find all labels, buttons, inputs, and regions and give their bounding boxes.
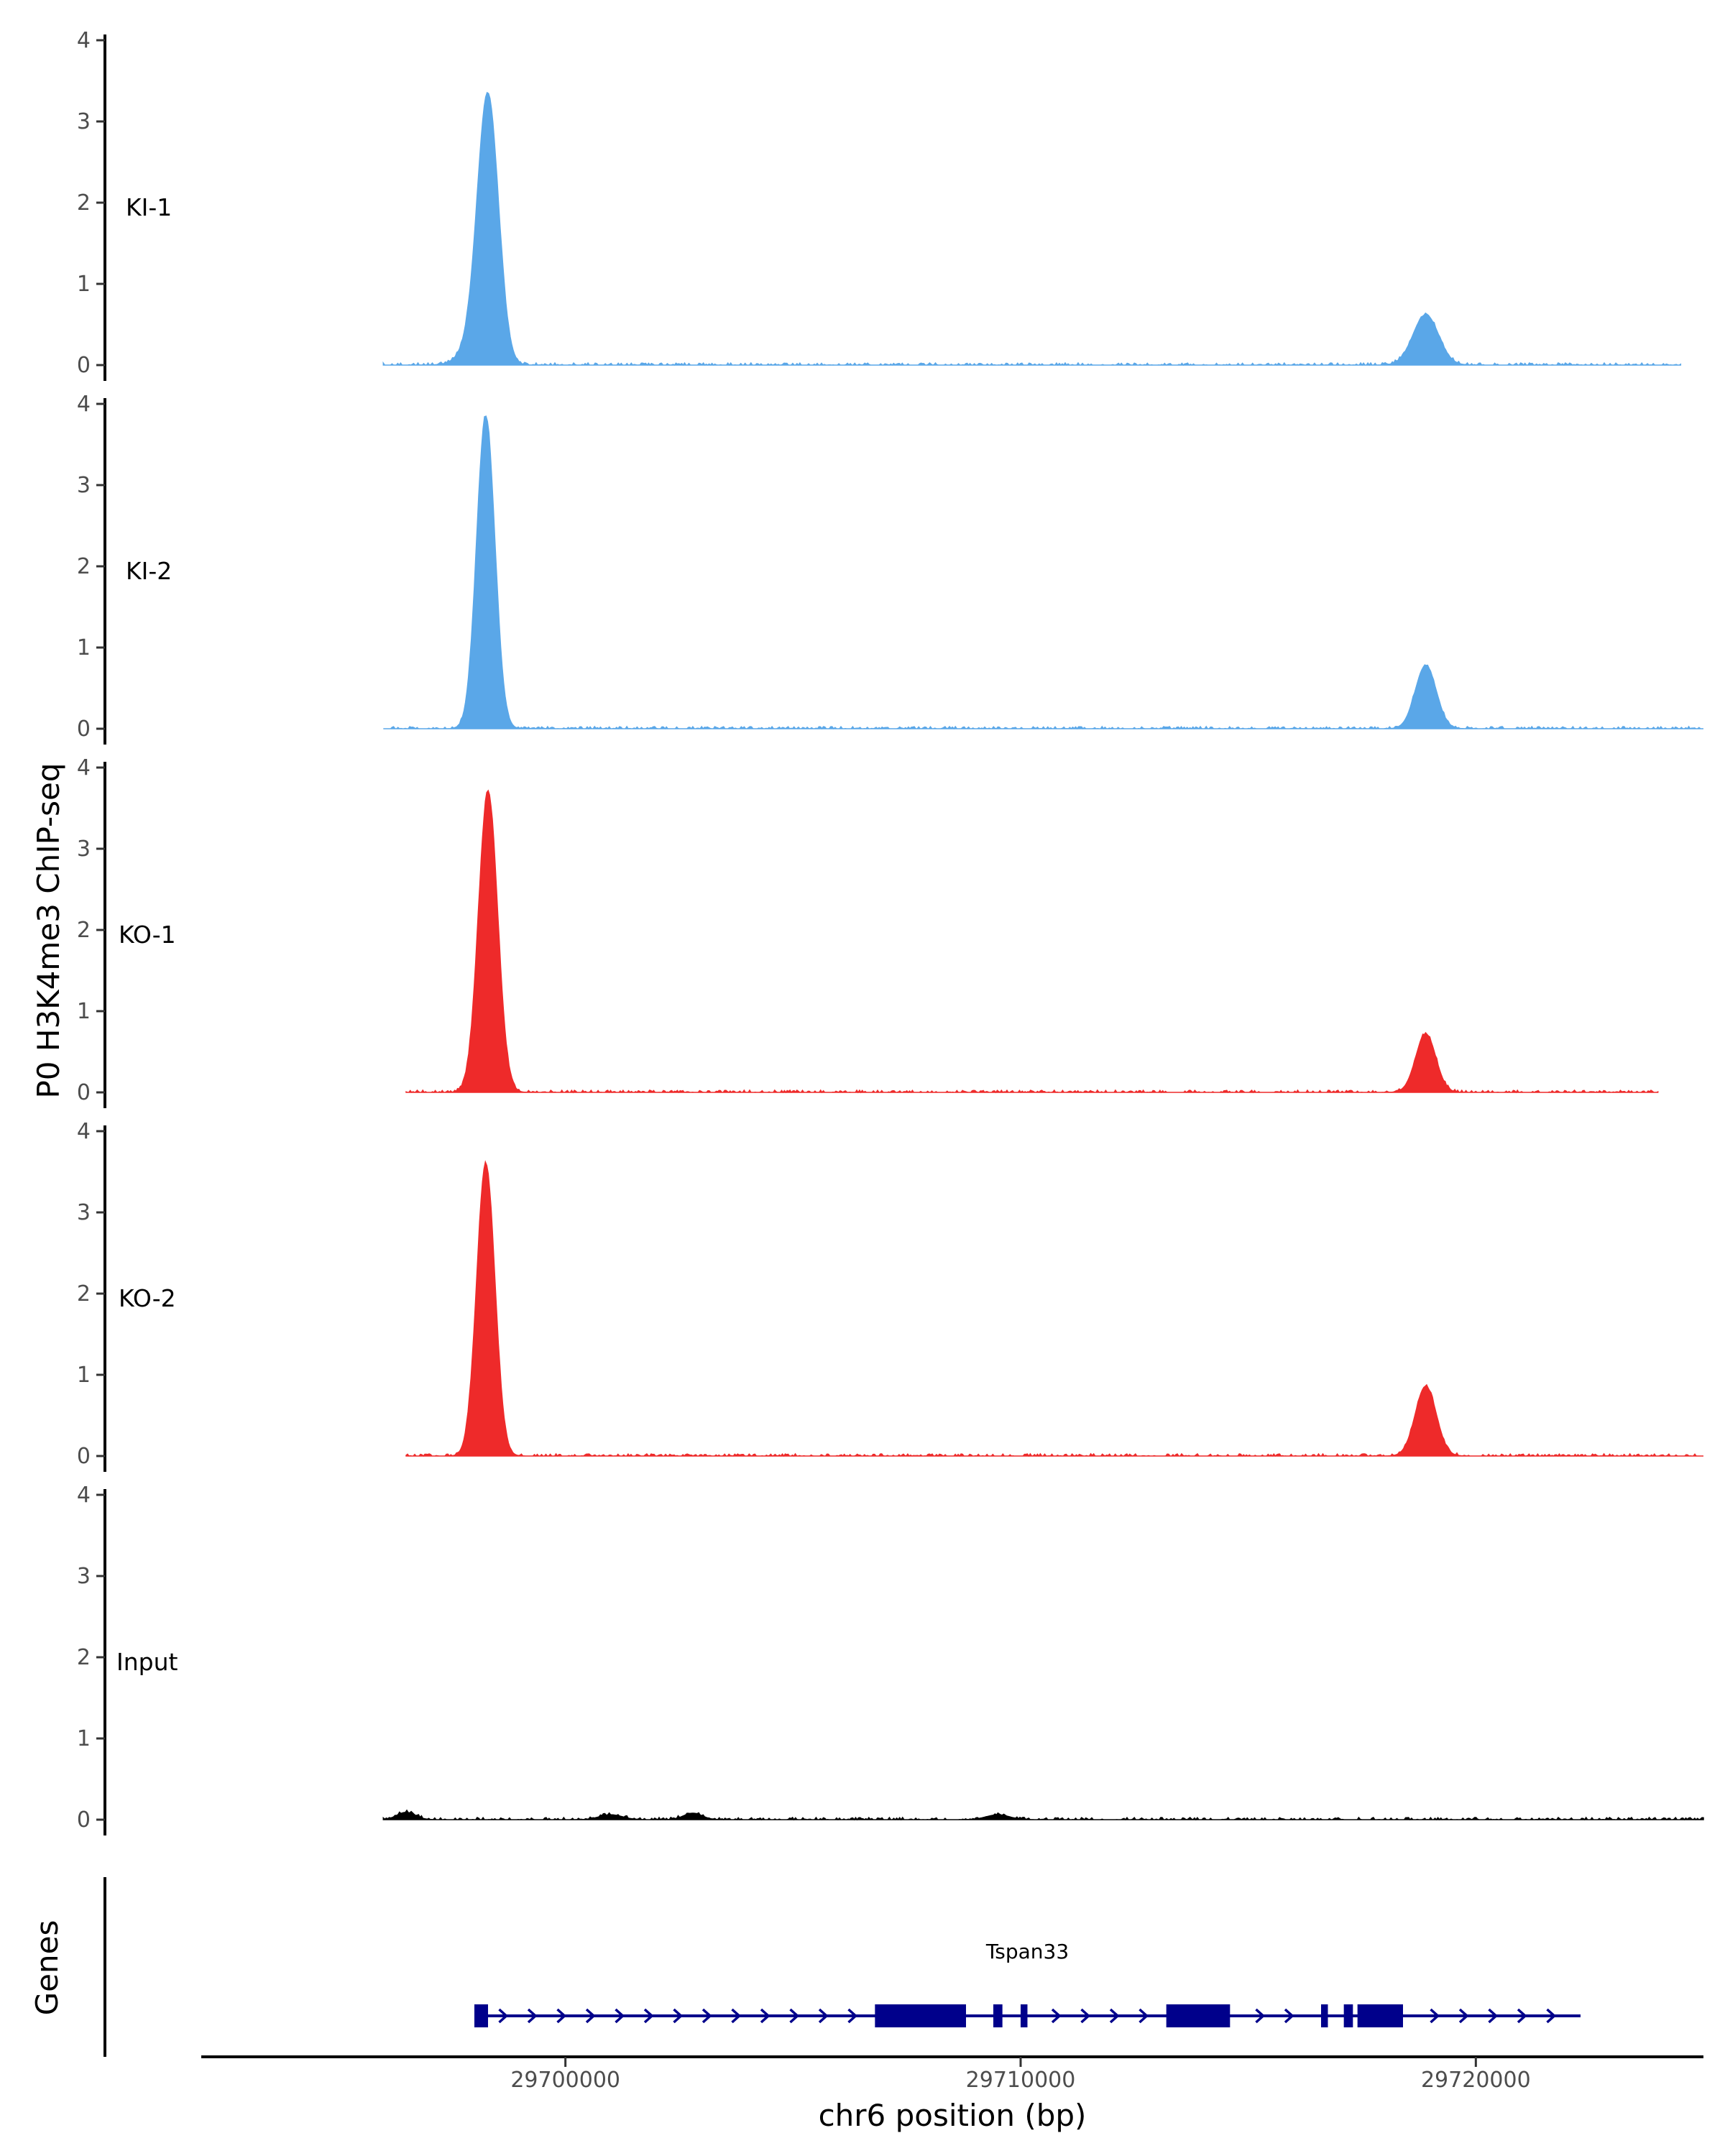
strand-arrow (847, 2008, 858, 2024)
y-tick-label: 0 (77, 353, 91, 378)
strand-arrow (1080, 2008, 1091, 2024)
x-tick-label: 29720000 (1421, 2068, 1531, 2093)
y-tick-label: 2 (77, 190, 91, 216)
y-tick-label: 1 (77, 1363, 91, 1388)
y-tick-label: 0 (77, 1080, 91, 1105)
x-axis-title: chr6 position (bp) (819, 2098, 1087, 2133)
y-tick-label: 0 (77, 1807, 91, 1833)
strand-arrow (1458, 2008, 1469, 2024)
strand-arrow (731, 2008, 742, 2024)
y-tick-label: 1 (77, 635, 91, 660)
strand-arrow (1109, 2008, 1120, 2024)
gene-exon (993, 2004, 1003, 2027)
strand-arrow (556, 2008, 567, 2024)
strand-arrow (1430, 2008, 1440, 2024)
strand-arrow (1488, 2008, 1499, 2024)
gene-panel: Tspan33 29700000 29710000 29720000 (104, 1877, 1703, 2093)
track-label: KO-1 (119, 921, 176, 949)
y-tick-label: 4 (77, 1483, 91, 1508)
y-tick-label: 4 (77, 755, 91, 780)
y-tick-label: 1 (77, 999, 91, 1024)
strand-arrow (760, 2008, 770, 2024)
strand-arrow (1284, 2008, 1294, 2024)
x-tick-label: 29700000 (510, 2068, 620, 2093)
coverage-area (405, 789, 1659, 1094)
strand-arrow (1255, 2008, 1266, 2024)
coverage-area (383, 415, 1703, 730)
y-tick-label: 2 (77, 554, 91, 579)
gene-exon (474, 2004, 488, 2027)
y-tick-label: 3 (77, 1564, 91, 1589)
strand-arrow (615, 2008, 625, 2024)
strand-arrow (673, 2008, 684, 2024)
y-tick-label: 2 (77, 1281, 91, 1307)
x-tick-label: 29710000 (966, 2068, 1076, 2093)
y-tick-label: 1 (77, 272, 91, 297)
y-tick-label: 3 (77, 837, 91, 862)
coverage-tracks: 0 1 2 3 4 KI-1 0 1 2 3 4 KI-2 0 1 2 3 4 KO-1 0 1 2 3 4 KO-2 0 1 2 3… (77, 28, 1704, 1835)
strand-arrow (702, 2008, 712, 2024)
y-tick-label: 2 (77, 918, 91, 943)
strand-arrow (643, 2008, 654, 2024)
strand-arrow (1138, 2008, 1149, 2024)
strand-arrow (1546, 2008, 1557, 2024)
y-tick-label: 3 (77, 109, 91, 134)
strand-arrow (1051, 2008, 1062, 2024)
strand-arrow (1517, 2008, 1527, 2024)
track-label: KI-1 (126, 193, 172, 221)
y-tick-label: 4 (77, 392, 91, 417)
track-label: Input (116, 1648, 178, 1676)
gene-exon (1166, 2004, 1230, 2027)
y-axis-title: P0 H3K4me3 ChIP-seq (31, 763, 66, 1098)
y-tick-label: 0 (77, 1444, 91, 1469)
y-tick-label: 4 (77, 28, 91, 53)
gene-name-label: Tspan33 (985, 1940, 1069, 1963)
y-tick-label: 0 (77, 717, 91, 742)
y-tick-label: 2 (77, 1645, 91, 1670)
coverage-area (382, 91, 1682, 367)
strand-arrow (527, 2008, 538, 2024)
gene-exon (1357, 2004, 1403, 2027)
strand-arrow (818, 2008, 829, 2024)
y-tick-label: 3 (77, 1200, 91, 1225)
track-label: KO-2 (119, 1284, 176, 1312)
gene-exon (875, 2004, 966, 2027)
track-label: KI-2 (126, 557, 172, 585)
gene-exon (1021, 2004, 1028, 2027)
coverage-area (405, 1160, 1703, 1457)
strand-arrow (498, 2008, 509, 2024)
genes-axis-title: Genes (29, 1920, 65, 2016)
gene-exon (1321, 2004, 1328, 2027)
strand-arrow (789, 2008, 800, 2024)
y-tick-label: 4 (77, 1119, 91, 1144)
strand-arrow (585, 2008, 596, 2024)
y-tick-label: 3 (77, 473, 91, 498)
coverage-area (382, 1809, 1704, 1821)
gene-exon (1343, 2004, 1353, 2027)
y-tick-label: 1 (77, 1726, 91, 1751)
